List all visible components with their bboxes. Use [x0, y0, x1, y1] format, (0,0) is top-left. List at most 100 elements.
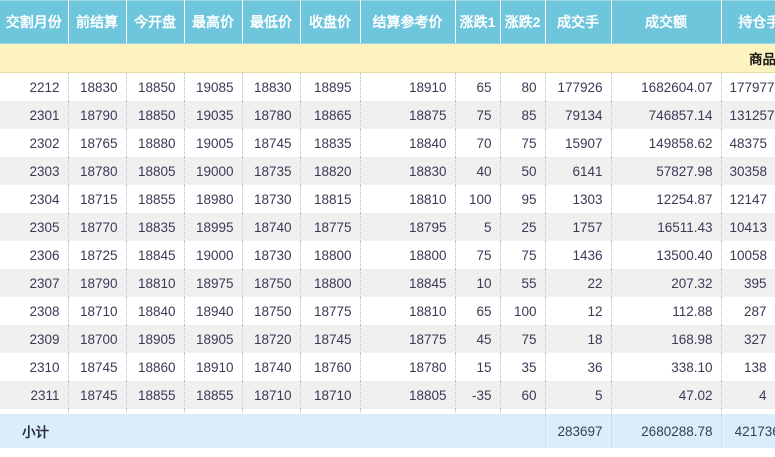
table-row[interactable]: 2302 18765 18880 19005 18745 18835 18840 70 75 15… [0, 129, 775, 157]
cell-chg1: 15 [455, 353, 501, 381]
column-header-prev_settle[interactable]: 前结算 [68, 0, 127, 44]
cell-oi: 30358 [721, 157, 775, 185]
cell-settle_ref: 18840 [360, 129, 456, 157]
column-header-low[interactable]: 最低价 [242, 0, 301, 44]
cell-prev_settle: 18770 [68, 213, 127, 241]
cell-oi: 10058 [721, 241, 775, 269]
cell-chg1: 65 [455, 72, 501, 101]
table-row[interactable]: 2311 18745 18855 18855 18710 18710 18805 -35 60 5… [0, 381, 775, 409]
column-header-high[interactable]: 最高价 [184, 0, 243, 44]
table-row[interactable]: 2303 18780 18805 19000 18735 18820 18830 40 50 61… [0, 157, 775, 185]
table-row[interactable]: 2212 18830 18850 19085 18830 18895 18910 65 80 17… [0, 72, 775, 101]
cell-chg2: 55 [500, 269, 546, 297]
cell-settle_ref: 18780 [360, 353, 456, 381]
column-header-settle_ref[interactable]: 结算参考价 [360, 0, 456, 44]
cell-oi: 12147 [721, 185, 775, 213]
cell-oi: 48375 [721, 129, 775, 157]
spacer-cell [360, 409, 456, 414]
cell-close: 18865 [300, 101, 361, 129]
table-row[interactable]: 2301 18790 18850 19035 18780 18865 18875 75 85 79… [0, 101, 775, 129]
cell-chg2: 75 [500, 241, 546, 269]
cell-close: 18800 [300, 269, 361, 297]
cell-low: 18730 [242, 185, 301, 213]
cell-turnover: 149858.62 [611, 129, 722, 157]
cell-prev_settle: 18790 [68, 269, 127, 297]
cell-chg1: 75 [455, 101, 501, 129]
cell-open: 18840 [126, 297, 185, 325]
spacer-cell [611, 409, 722, 414]
cell-open: 18845 [126, 241, 185, 269]
cell-volume: 6141 [545, 157, 612, 185]
cell-month: 2309 [0, 325, 69, 353]
cell-chg1: -35 [455, 381, 501, 409]
cell-prev_settle: 18780 [68, 157, 127, 185]
cell-high: 18940 [184, 297, 243, 325]
cell-high: 18910 [184, 353, 243, 381]
table-row[interactable]: 2308 18710 18840 18940 18750 18775 18810 65 100 1… [0, 297, 775, 325]
cell-volume: 22 [545, 269, 612, 297]
cell-open: 18810 [126, 269, 185, 297]
spacer-cell [300, 409, 361, 414]
cell-turnover: 16511.43 [611, 213, 722, 241]
cell-month: 2301 [0, 101, 69, 129]
cell-turnover: 112.88 [611, 297, 722, 325]
spacer-cell [545, 409, 612, 414]
cell-chg2: 25 [500, 213, 546, 241]
cell-turnover: 47.02 [611, 381, 722, 409]
spacer-cell [184, 409, 243, 414]
commodity-group-row: 商品名称:铝 [0, 43, 775, 73]
cell-close: 18820 [300, 157, 361, 185]
cell-close: 18745 [300, 325, 361, 353]
column-header-chg1[interactable]: 涨跌1 [455, 0, 501, 44]
column-header-oi[interactable]: 持仓手/变化 [721, 0, 775, 44]
table-row[interactable]: 2309 18700 18905 18905 18720 18745 18775 45 75 18… [0, 325, 775, 353]
cell-month: 2303 [0, 157, 69, 185]
cell-high: 19035 [184, 101, 243, 129]
table-row[interactable]: 2305 18770 18835 18995 18740 18775 18795 5 25 175… [0, 213, 775, 241]
cell-month: 2308 [0, 297, 69, 325]
cell-oi: 131257 [721, 101, 775, 129]
column-header-volume[interactable]: 成交手 [545, 0, 612, 44]
cell-prev_settle: 18715 [68, 185, 127, 213]
cell-settle_ref: 18810 [360, 185, 456, 213]
cell-settle_ref: 18805 [360, 381, 456, 409]
table-header: 交割月份前结算今开盘最高价最低价收盘价结算参考价涨跌1涨跌2成交手成交额持仓手/… [0, 0, 775, 44]
spacer-cell [455, 409, 501, 414]
subtotal-turnover: 2680288.78 [611, 413, 722, 448]
cell-settle_ref: 18775 [360, 325, 456, 353]
cell-low: 18730 [242, 241, 301, 269]
table-row[interactable]: 2306 18725 18845 19000 18730 18800 18800 75 75 14… [0, 241, 775, 269]
cell-volume: 12 [545, 297, 612, 325]
cell-prev_settle: 18765 [68, 129, 127, 157]
cell-month: 2311 [0, 381, 69, 409]
table-row[interactable]: 2307 18790 18810 18975 18750 18800 18845 10 55 22… [0, 269, 775, 297]
cell-volume: 1303 [545, 185, 612, 213]
cell-turnover: 12254.87 [611, 185, 722, 213]
spacer-cell [0, 409, 69, 414]
cell-volume: 36 [545, 353, 612, 381]
column-header-chg2[interactable]: 涨跌2 [500, 0, 546, 44]
column-header-month[interactable]: 交割月份 [0, 0, 69, 44]
column-header-close[interactable]: 收盘价 [300, 0, 361, 44]
cell-close: 18775 [300, 213, 361, 241]
cell-month: 2304 [0, 185, 69, 213]
cell-settle_ref: 18830 [360, 157, 456, 185]
spacer-cell [126, 409, 185, 414]
cell-chg2: 80 [500, 72, 546, 101]
cell-turnover: 57827.98 [611, 157, 722, 185]
column-header-turnover[interactable]: 成交额 [611, 0, 722, 44]
cell-month: 2306 [0, 241, 69, 269]
subtotal-volume: 283697 [545, 413, 612, 448]
cell-low: 18750 [242, 269, 301, 297]
spacer-cell [242, 409, 301, 414]
cell-open: 18880 [126, 129, 185, 157]
cell-close: 18835 [300, 129, 361, 157]
column-header-open[interactable]: 今开盘 [126, 0, 185, 44]
cell-prev_settle: 18710 [68, 297, 127, 325]
cell-open: 18835 [126, 213, 185, 241]
table-row[interactable]: 2310 18745 18860 18910 18740 18760 18780 15 35 36… [0, 353, 775, 381]
cell-open: 18850 [126, 72, 185, 101]
cell-high: 18905 [184, 325, 243, 353]
table-row[interactable]: 2304 18715 18855 18980 18730 18815 18810 100 95 1… [0, 185, 775, 213]
